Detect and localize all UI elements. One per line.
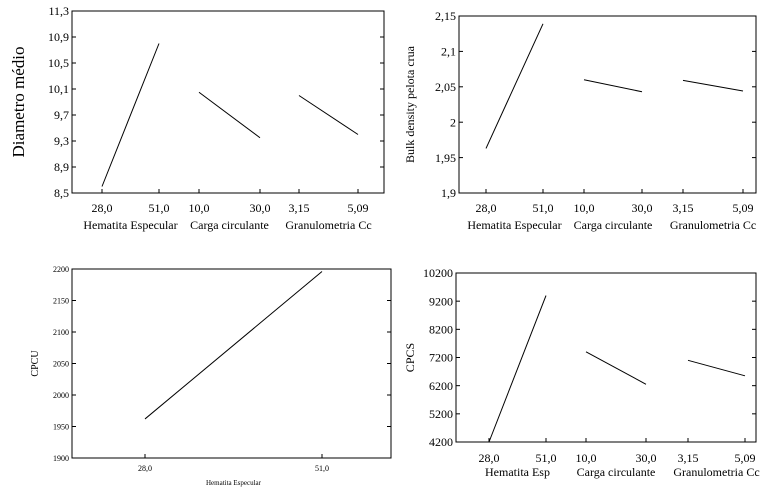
x-factor-label: Hematita Especular xyxy=(83,218,177,232)
y-tick-label: 2150 xyxy=(53,296,69,305)
x-level-label: 5,09 xyxy=(733,201,754,215)
x-level-label: 30,0 xyxy=(636,451,657,465)
plot-frame xyxy=(71,10,385,194)
effect-line xyxy=(488,295,547,443)
effect-line xyxy=(198,91,261,139)
x-level-label: 30,0 xyxy=(632,201,653,215)
plot-frame xyxy=(455,272,757,443)
y-tick-label: 1900 xyxy=(53,454,69,463)
y-tick-label: 9200 xyxy=(429,294,453,308)
x-factor-label: Granulometria Cc xyxy=(670,218,756,232)
x-factor-label: Hematita Especular xyxy=(467,218,561,232)
y-tick-label: 1,9 xyxy=(441,186,456,200)
y-tick-label: 2050 xyxy=(53,359,69,368)
y-tick-label: 1,95 xyxy=(435,151,456,165)
x-level-label: 51,0 xyxy=(315,464,329,473)
y-tick-label: 11,3 xyxy=(48,4,69,18)
x-factor-label: Carga circulante xyxy=(190,218,269,232)
x-level-label: 10,0 xyxy=(189,201,210,215)
chart-panel-2: 1,9 1,95 2 2,05 2,1 2,15 Bulk density pelota c… xyxy=(403,9,757,232)
x-level-label: 30,0 xyxy=(250,201,271,215)
plot-frame xyxy=(458,15,757,194)
y-tick-label: 10,5 xyxy=(48,56,69,70)
y-tick-label: 10200 xyxy=(423,266,453,280)
y-tick-label: 2 xyxy=(450,115,456,129)
x-factor-label: Hematita Esp xyxy=(485,465,550,479)
y-axis-label: Bulk density pelota crua xyxy=(403,45,417,163)
effect-line xyxy=(144,271,323,420)
x-level-label: 5,09 xyxy=(735,451,756,465)
x-factor-label: Carga circulante xyxy=(574,218,653,232)
y-tick-label: 2,15 xyxy=(435,9,456,23)
y-tick-label: 9,7 xyxy=(54,108,69,122)
plot-frame xyxy=(71,268,392,459)
y-tick-label: 2,05 xyxy=(435,80,456,94)
x-level-label: 3,15 xyxy=(673,201,694,215)
x-level-label: 28,0 xyxy=(92,201,113,215)
x-factor-label: Granulometria Cc xyxy=(285,218,371,232)
y-axis-label: Diametro médio xyxy=(9,47,28,158)
y-tick-label: 6200 xyxy=(429,379,453,393)
y-tick-label: 2,1 xyxy=(441,45,456,59)
y-tick-label: 9,3 xyxy=(54,134,69,148)
chart-panel-4: 4200 5200 6200 7200 8200 9200 10200 CPCS 28,0 51,… xyxy=(403,266,760,479)
effect-line xyxy=(687,359,746,377)
y-tick-label: 8200 xyxy=(429,323,453,337)
y-tick-label: 5200 xyxy=(429,407,453,421)
effect-line xyxy=(101,43,160,187)
effect-line xyxy=(583,79,643,93)
y-tick-label: 2100 xyxy=(53,328,69,337)
y-tick-label: 1950 xyxy=(53,422,69,431)
effect-line xyxy=(298,95,359,135)
y-tick-label: 8,5 xyxy=(54,186,69,200)
x-level-label: 10,0 xyxy=(574,201,595,215)
x-level-label: 3,15 xyxy=(678,451,699,465)
x-factor-label: Carga circulante xyxy=(577,465,656,479)
y-tick-label: 10,9 xyxy=(48,30,69,44)
y-tick-label: 10,1 xyxy=(48,82,69,96)
y-tick-label: 7200 xyxy=(429,351,453,365)
y-tick-label: 4200 xyxy=(429,435,453,449)
chart-panel-3: 1900 1950 2000 2050 2100 2150 2200 CPCU 28,0 51,0… xyxy=(30,265,392,487)
x-level-label: 28,0 xyxy=(476,201,497,215)
y-axis-label: CPCU xyxy=(30,350,41,377)
y-axis-label: CPCS xyxy=(403,343,417,372)
effect-line xyxy=(682,79,744,92)
x-level-label: 51,0 xyxy=(149,201,170,215)
x-level-label: 51,0 xyxy=(536,451,557,465)
x-level-label: 28,0 xyxy=(479,451,500,465)
x-level-label: 5,09 xyxy=(348,201,369,215)
x-level-label: 51,0 xyxy=(533,201,554,215)
chart-panel-1: 8,5 8,9 9,3 9,7 10,1 10,5 10,9 11,3 Diametro méd… xyxy=(9,4,385,232)
y-tick-label: 2200 xyxy=(53,265,69,274)
x-level-label: 10,0 xyxy=(576,451,597,465)
x-level-label: 28,0 xyxy=(138,464,152,473)
y-tick-label: 8,9 xyxy=(54,160,69,174)
effect-line xyxy=(485,23,544,149)
x-factor-label: Granulometria Cc xyxy=(673,465,759,479)
effect-line xyxy=(585,351,647,385)
x-level-label: 3,15 xyxy=(289,201,310,215)
x-factor-label: Hematita Especular xyxy=(206,479,262,487)
y-tick-label: 2000 xyxy=(53,391,69,400)
